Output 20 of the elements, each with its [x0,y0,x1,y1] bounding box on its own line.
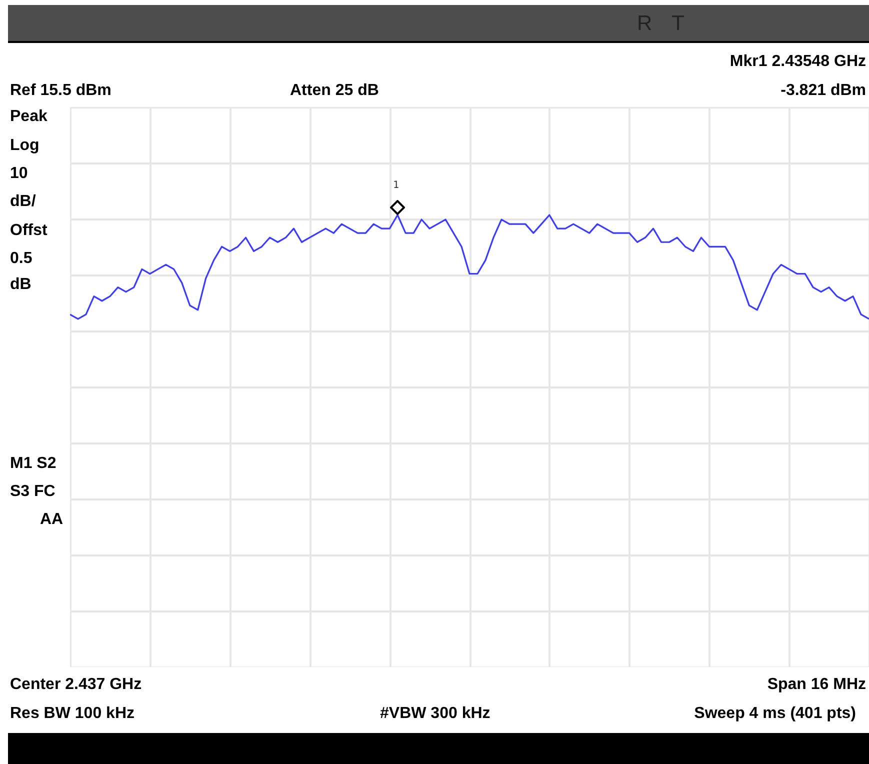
text: S3 FC [10,483,56,501]
text: 1 [393,180,400,191]
text: M1 S2 [10,455,56,473]
text: Peak [10,108,48,126]
text: 10 [10,165,28,183]
text: Log [10,137,40,155]
text: -3.821 dBm [780,82,866,100]
text: Sweep 4 ms (401 pts) [694,705,856,723]
text: Mkr1 2.43548 GHz [730,53,866,71]
text: Ref 15.5 dBm [10,82,112,100]
text: Atten 25 dB [290,82,379,100]
text: dB [10,276,32,294]
text: #VBW 300 kHz [380,705,490,723]
text: AA [40,511,64,529]
text: Span 16 MHz [767,676,866,694]
text: Center 2.437 GHz [10,676,142,694]
text: dB/ [10,193,36,211]
text: 0.5 [10,250,32,268]
text: Res BW 100 kHz [10,705,134,723]
text: Offst [10,222,48,240]
